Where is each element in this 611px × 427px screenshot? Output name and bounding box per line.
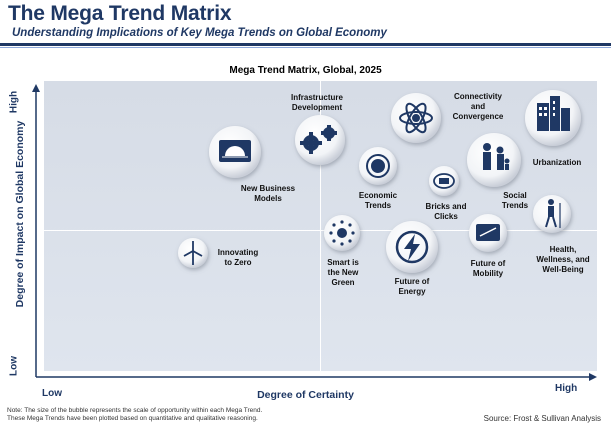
atom-icon [399,102,433,134]
label-bricks-and-clicks: Bricks and Clicks [425,202,467,221]
x-axis-low: Low [42,388,62,399]
label-infrastructure-development: Infrastructure Development [290,93,343,112]
wind-turbine-icon [183,241,203,265]
bubble-economic-trends [359,147,397,185]
label-economic-trends: Economic Trends [358,191,398,210]
bubble-smart-new-green [324,215,360,251]
page-title: The Mega Trend Matrix [8,2,232,25]
bubble-infrastructure-development [295,115,345,165]
x-axis-high: High [555,383,578,394]
title-divider-thin [0,47,611,48]
buildings-icon [537,96,570,131]
bubble-new-business-models [209,126,261,178]
bubble-urbanization [525,90,581,146]
bubble-health-wellness [533,195,571,233]
page-subtitle: Understanding Implications of Key Mega T… [12,27,387,39]
car-icon [476,224,500,241]
label-future-of-mobility: Future of Mobility [470,259,506,278]
footnote: Note: The size of the bubble represents … [7,407,263,422]
bubble-social-trends [467,133,521,187]
vertical-divider [320,81,321,371]
matrix-title: Mega Trend Matrix, Global, 2025 [229,65,382,76]
sun-burst-icon [329,220,355,246]
bubble-connectivity-convergence [391,93,441,143]
label-connectivity-convergence: Connectivity and Convergence [452,92,504,121]
globe-cycle-icon [366,154,390,178]
source-note: Source: Frost & Sullivan Analysis [483,414,601,423]
sunrise-icon [219,140,251,162]
lightning-icon [395,230,429,264]
label-new-business-models: New Business Models [240,184,296,203]
family-icon [483,143,510,170]
hiker-icon [545,199,561,228]
label-health-wellness: Health, Wellness, and Well-Being [536,245,590,274]
label-future-of-energy: Future of Energy [394,277,430,296]
bubble-bricks-and-clicks [429,166,459,196]
bubble-future-of-mobility [469,214,507,252]
x-axis-label: Degree of Certainty [257,389,354,401]
bubble-innovating-to-zero [178,238,208,268]
label-urbanization: Urbanization [532,158,582,167]
gears-icon [300,125,337,154]
label-innovating-to-zero: Innovating to Zero [217,248,259,267]
cart-icon [433,173,455,189]
label-smart-new-green: Smart is the New Green [327,258,359,287]
label-social-trends: Social Trends [501,191,529,210]
title-divider [0,43,611,46]
bubble-future-of-energy [386,221,438,273]
